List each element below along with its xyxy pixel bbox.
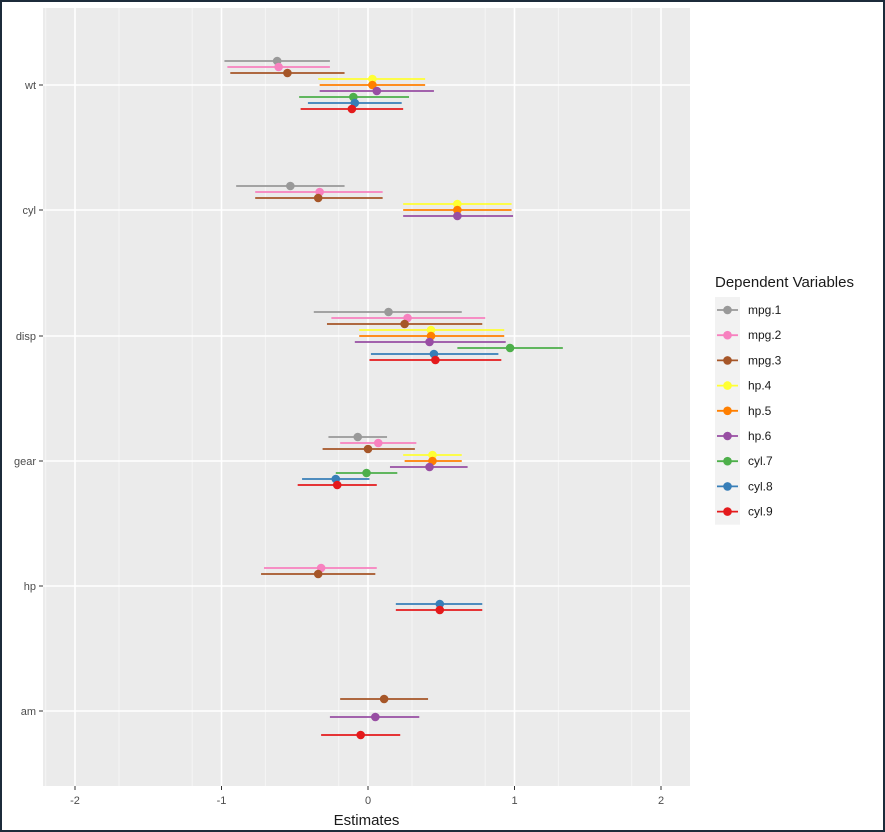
legend-label: mpg.2 <box>748 328 782 342</box>
point-cyl.9-gear <box>332 480 342 490</box>
legend-item-hp.6: hp.6 <box>717 429 772 443</box>
series-hp.4 <box>318 74 512 460</box>
legend-key-point <box>723 507 732 516</box>
x-tick-label: 2 <box>658 795 664 807</box>
legend-item-cyl.9: cyl.9 <box>717 505 773 519</box>
point-mpg.3-wt <box>283 68 292 78</box>
point-cyl.9-disp <box>431 355 440 365</box>
point-mpg.3-gear <box>363 444 373 454</box>
point-mpg.3-disp <box>400 319 409 329</box>
series-mpg.3 <box>230 68 483 704</box>
point-cyl.8-hp <box>435 599 445 609</box>
y-tick-label-disp: disp <box>16 331 36 343</box>
point-mpg.1-cyl <box>286 181 295 191</box>
series-mpg.1 <box>224 56 462 442</box>
point-hp.5-cyl <box>453 205 462 215</box>
point-hp.4-cyl <box>453 199 462 209</box>
x-axis-title: Estimates <box>334 812 400 829</box>
plot-panel <box>43 8 690 786</box>
legend-key-point <box>723 330 732 340</box>
point-cyl.9-am <box>356 730 365 740</box>
point-hp.5-wt <box>368 80 377 90</box>
x-tick-label: 0 <box>365 795 371 807</box>
legend-label: mpg.1 <box>748 303 782 317</box>
legend-key-point <box>723 406 732 416</box>
point-cyl.7-gear <box>362 468 371 478</box>
point-mpg.2-wt <box>274 62 283 72</box>
point-cyl.7-disp <box>505 343 515 353</box>
series-cyl.9 <box>297 104 502 740</box>
series-hp.6 <box>319 86 514 722</box>
legend-label: mpg.3 <box>748 353 782 367</box>
y-tick-label-hp: hp <box>24 581 36 593</box>
point-hp.4-gear <box>428 450 437 460</box>
series-layer <box>224 56 563 740</box>
point-cyl.9-hp <box>435 605 445 615</box>
series-cyl.7 <box>299 92 563 478</box>
point-hp.6-cyl <box>453 211 462 221</box>
legend-label: hp.5 <box>748 404 772 418</box>
y-tick-label-wt: wt <box>24 80 36 92</box>
legend-item-hp.5: hp.5 <box>717 404 772 418</box>
legend-key-point <box>723 305 732 315</box>
legend-item-hp.4: hp.4 <box>717 379 772 393</box>
legend-item-cyl.7: cyl.7 <box>717 454 773 468</box>
y-tick-label-cyl: cyl <box>23 205 36 217</box>
legend-key-point <box>723 356 732 365</box>
legend-item-mpg.1: mpg.1 <box>717 303 782 317</box>
y-tick-label-am: am <box>21 706 36 718</box>
series-hp.5 <box>319 80 512 466</box>
legend-label: cyl.9 <box>748 505 773 519</box>
x-tick-label: -1 <box>217 795 227 807</box>
legend-item-mpg.2: mpg.2 <box>717 328 782 342</box>
legend-key-point <box>723 456 732 466</box>
y-tick-label-gear: gear <box>14 456 36 468</box>
legend-key-point <box>723 431 732 441</box>
x-tick-label: 1 <box>511 795 517 807</box>
point-mpg.3-cyl <box>313 193 323 203</box>
point-mpg.1-gear <box>353 432 363 442</box>
legend-item-cyl.8: cyl.8 <box>717 479 773 493</box>
legend-label: cyl.7 <box>748 454 773 468</box>
point-mpg.3-am <box>379 694 389 704</box>
legend-key-point <box>723 482 732 491</box>
axes: -2 -1 0 1 2 wt cyl disp gear hp am <box>14 80 664 807</box>
legend-label: hp.4 <box>748 379 772 393</box>
point-hp.6-disp <box>425 337 434 347</box>
point-hp.6-am <box>371 712 380 722</box>
legend-key-point <box>723 381 732 390</box>
point-cyl.9-wt <box>347 104 357 114</box>
point-hp.6-gear <box>425 462 434 472</box>
legend: Dependent Variables mpg.1 mpg.2 mpg.3 hp.4 h… <box>715 274 854 525</box>
legend-item-mpg.3: mpg.3 <box>717 353 782 367</box>
grid-lines <box>43 8 690 786</box>
x-tick-label: -2 <box>70 795 80 807</box>
point-mpg.2-gear <box>373 438 383 448</box>
legend-label: cyl.8 <box>748 479 773 493</box>
point-mpg.1-disp <box>384 307 393 317</box>
point-mpg.3-hp <box>313 569 323 579</box>
legend-title: Dependent Variables <box>715 274 854 291</box>
legend-label: hp.6 <box>748 429 772 443</box>
point-hp.6-wt <box>372 86 382 96</box>
series-mpg.2 <box>227 62 486 573</box>
point-hp.4-disp <box>426 325 436 335</box>
series-cyl.8 <box>302 98 499 609</box>
point-hp.4-wt <box>368 74 377 84</box>
